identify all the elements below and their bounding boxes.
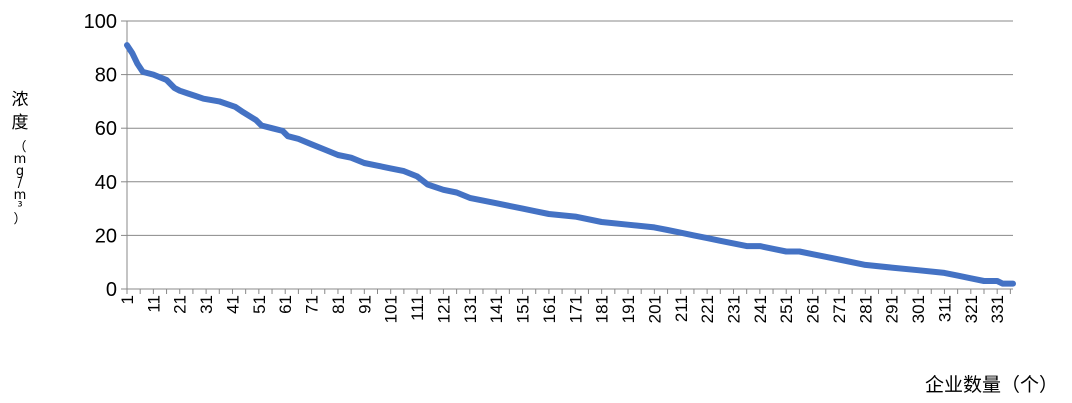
x-tick-label: 191: [619, 295, 638, 323]
x-tick-label: 11: [144, 295, 163, 313]
x-tick-label: 41: [223, 295, 242, 314]
x-tick-label: 181: [593, 295, 612, 323]
x-tick-label: 21: [171, 295, 190, 314]
y-tick-label: 80: [95, 65, 117, 87]
x-tick-label: 81: [329, 295, 348, 314]
x-tick-label: 281: [856, 295, 875, 323]
x-tick-label: 241: [751, 295, 770, 323]
x-tick-label: 51: [250, 295, 269, 314]
x-tick-label: 131: [461, 295, 480, 323]
x-tick-label: 71: [303, 295, 322, 314]
y-tick-label: 40: [95, 172, 117, 194]
axes: [121, 20, 1013, 294]
x-tick-label: 171: [566, 295, 585, 323]
x-tick-label: 1: [118, 295, 137, 304]
x-tick-label: 161: [540, 295, 559, 323]
x-tick-label: 231: [724, 295, 743, 323]
x-tick-label: 331: [988, 295, 1007, 323]
y-tick-label: 20: [95, 225, 117, 247]
x-tick-label: 321: [962, 295, 981, 323]
x-tick-label: 211: [672, 295, 691, 322]
x-tick-label: 111: [408, 295, 427, 321]
x-tick-label: 261: [804, 295, 823, 323]
x-tick-label: 251: [777, 295, 796, 323]
x-tick-label: 201: [645, 295, 664, 323]
y-axis-label: 浓度（ m g / m ³）: [12, 90, 29, 227]
y-tick-label: 100: [84, 11, 117, 33]
y-tick-label: 0: [106, 279, 117, 301]
x-tick-label: 141: [487, 295, 506, 323]
x-tick-label: 221: [698, 295, 717, 323]
x-tick-label: 291: [883, 295, 902, 323]
x-axis-label: 企业数量（个）: [924, 374, 1058, 396]
x-tick-label: 31: [197, 295, 216, 314]
series-line: [124, 42, 1016, 287]
x-tick-label: 101: [382, 295, 401, 323]
x-tick-label: 151: [514, 295, 533, 323]
y-tick-labels: 0 20 40 60 80 100: [84, 11, 117, 301]
x-tick-label: 311: [935, 295, 954, 322]
gridlines: [127, 20, 1013, 236]
x-tick-label: 91: [355, 295, 374, 314]
y-tick-label: 60: [95, 118, 117, 140]
x-tick-label: 121: [434, 295, 453, 323]
x-tick-labels: 1 11 21 31 41 51 61 71 81 91 101 111 121 131 141 151 161…: [118, 295, 1007, 323]
x-tick-label: 271: [830, 295, 849, 323]
x-tick-label: 61: [276, 295, 295, 314]
x-tick-label: 301: [909, 295, 928, 323]
